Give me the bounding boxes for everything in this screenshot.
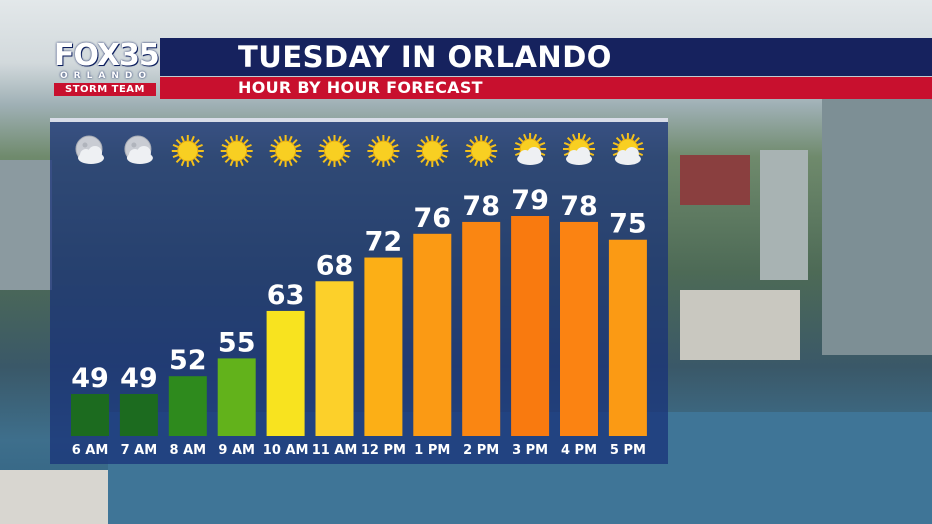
temperature-bar bbox=[218, 358, 256, 436]
temperature-bar bbox=[609, 240, 647, 436]
temperature-bar bbox=[120, 394, 158, 436]
moon-cloud-icon bbox=[125, 136, 153, 164]
logo-team-badge: STORM TEAM bbox=[54, 83, 156, 96]
hour-tick-label: 7 AM bbox=[121, 443, 158, 458]
page-subtitle: HOUR BY HOUR FORECAST bbox=[238, 77, 483, 99]
sun-icon bbox=[270, 135, 302, 167]
hour-tick-label: 5 PM bbox=[610, 443, 646, 458]
partly-cloudy-icon bbox=[612, 133, 644, 165]
station-logo: FOX35 ORLANDO STORM TEAM bbox=[50, 38, 160, 98]
hour-tick-label: 1 PM bbox=[414, 443, 450, 458]
hour-tick-label: 10 AM bbox=[263, 443, 309, 458]
temperature-value-label: 78 bbox=[462, 191, 500, 222]
temperature-value-label: 49 bbox=[71, 363, 109, 394]
temperature-bar bbox=[71, 394, 109, 436]
temperature-value-label: 75 bbox=[609, 209, 647, 240]
temperature-bar bbox=[560, 222, 598, 436]
temperature-bar bbox=[316, 281, 354, 436]
sun-icon bbox=[465, 135, 497, 167]
subtitle-bar: HOUR BY HOUR FORECAST bbox=[160, 77, 932, 99]
sun-icon bbox=[172, 135, 204, 167]
hour-tick-label: 4 PM bbox=[561, 443, 597, 458]
hour-tick-label: 8 AM bbox=[170, 443, 207, 458]
hour-tick-label: 12 PM bbox=[361, 443, 406, 458]
temperature-value-label: 55 bbox=[218, 327, 256, 358]
temperature-value-label: 72 bbox=[365, 227, 403, 258]
background-building bbox=[822, 95, 932, 355]
temperature-value-label: 52 bbox=[169, 345, 207, 376]
temperature-value-label: 79 bbox=[511, 185, 549, 216]
hour-tick-label: 3 PM bbox=[512, 443, 548, 458]
temperature-bar bbox=[364, 258, 402, 436]
hour-tick-label: 9 AM bbox=[218, 443, 255, 458]
hour-tick-label: 2 PM bbox=[463, 443, 499, 458]
logo-station-text: FOX35 bbox=[54, 38, 159, 73]
temperature-value-label: 78 bbox=[560, 191, 598, 222]
sun-icon bbox=[319, 135, 351, 167]
hourly-temperature-chart: 49 6 AM 49 7 AM 52 8 AM 55 9 AM 63 10 AM 68 11 AM 72… bbox=[50, 122, 668, 464]
moon-cloud-icon bbox=[76, 136, 104, 164]
hour-tick-label: 11 AM bbox=[312, 443, 358, 458]
background-building bbox=[0, 160, 52, 290]
temperature-value-label: 68 bbox=[316, 250, 354, 281]
temperature-bar bbox=[462, 222, 500, 436]
forecast-panel: 49 6 AM 49 7 AM 52 8 AM 55 9 AM 63 10 AM 68 11 AM 72… bbox=[50, 118, 668, 464]
page-title: TUESDAY IN ORLANDO bbox=[238, 39, 612, 75]
sun-icon bbox=[221, 135, 253, 167]
background-building bbox=[680, 155, 750, 205]
background-building bbox=[0, 470, 108, 524]
temperature-bar bbox=[511, 216, 549, 436]
temperature-value-label: 76 bbox=[414, 203, 452, 234]
temperature-bar bbox=[413, 234, 451, 436]
hour-tick-label: 6 AM bbox=[72, 443, 109, 458]
logo-city-text: ORLANDO bbox=[56, 71, 156, 81]
partly-cloudy-icon bbox=[563, 133, 595, 165]
sun-icon bbox=[367, 135, 399, 167]
title-bar: TUESDAY IN ORLANDO bbox=[160, 38, 932, 76]
background-building bbox=[760, 150, 808, 280]
temperature-bar bbox=[169, 376, 207, 436]
temperature-bar bbox=[267, 311, 305, 436]
temperature-value-label: 49 bbox=[120, 363, 158, 394]
partly-cloudy-icon bbox=[514, 133, 546, 165]
sun-icon bbox=[416, 135, 448, 167]
background-building bbox=[680, 290, 800, 360]
temperature-value-label: 63 bbox=[267, 280, 305, 311]
